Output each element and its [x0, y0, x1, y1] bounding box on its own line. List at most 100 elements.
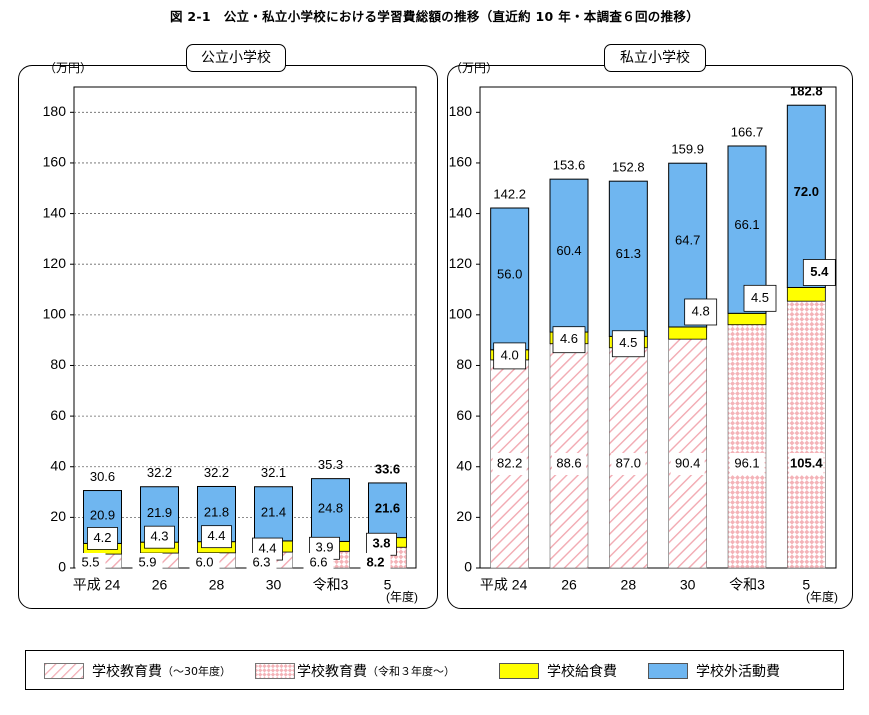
education-label-bg [670, 453, 705, 475]
lunch-label: 3.9 [315, 540, 333, 555]
plot-area [479, 86, 837, 569]
total-label: 35.3 [318, 457, 343, 472]
y-tick-label: 60 [456, 407, 472, 423]
y-axis-unit: （万円） [450, 61, 498, 75]
total-label: 142.2 [493, 186, 526, 201]
x-category-label: 令和3 [729, 577, 765, 593]
total-label: 32.1 [261, 465, 286, 480]
education-label-bg [789, 453, 824, 475]
legend: 学校教育費 （～30年度） 学校教育費 （令和３年度～） 学校給食費 学校外活動費 [25, 650, 844, 690]
x-axis-unit: (年度) [806, 589, 838, 604]
x-category-label: 30 [266, 577, 282, 593]
outside-label: 72.0 [794, 184, 819, 199]
education-label-bg [360, 553, 391, 573]
private-panel-title: 私立小学校 [604, 44, 706, 72]
education-label-bg [75, 553, 106, 573]
legend-item-education-old: 学校教育費 （～30年度） [44, 651, 231, 691]
outside-label: 21.8 [204, 505, 229, 520]
education-label-bg [611, 453, 646, 475]
x-category-label: 26 [561, 577, 577, 593]
education-label: 82.2 [497, 455, 522, 470]
y-tick-label: 140 [449, 204, 473, 220]
y-tick-label: 160 [449, 154, 473, 170]
legend-swatch-check-hatch [255, 663, 295, 679]
total-label: 159.9 [671, 142, 704, 157]
legend-swatch-outside [648, 663, 688, 679]
y-tick-label: 120 [449, 255, 473, 271]
education-label: 6.0 [195, 554, 213, 569]
bar-segment-outside [490, 207, 530, 351]
bar-segment-education [727, 324, 767, 569]
lunch-label-box [201, 525, 232, 549]
bar-segment-outside [608, 180, 648, 337]
legend-sublabel: （～30年度） [162, 665, 231, 678]
y-tick-label: 20 [456, 508, 472, 524]
x-category-label: 令和3 [313, 577, 349, 593]
lunch-label-box [493, 342, 527, 370]
total-label: 182.8 [790, 84, 823, 99]
lunch-label: 4.8 [692, 303, 710, 318]
x-category-label: 30 [680, 577, 696, 593]
outside-label: 64.7 [675, 233, 700, 248]
y-tick-label: 40 [50, 457, 66, 473]
y-tick-label: 0 [58, 559, 66, 575]
y-tick-label: 60 [50, 407, 66, 423]
y-tick-label: 40 [456, 457, 472, 473]
legend-sublabel: （令和３年度～） [367, 665, 455, 678]
lunch-label: 4.6 [560, 331, 578, 346]
legend-label: 学校外活動費 [696, 664, 780, 680]
education-label-bg [730, 453, 764, 475]
lunch-label: 4.5 [751, 290, 769, 305]
legend-label: 学校教育費 [92, 664, 162, 680]
y-tick-label: 20 [50, 508, 66, 524]
education-label: 88.6 [556, 455, 581, 470]
lunch-label: 4.4 [207, 528, 225, 543]
y-tick-label: 100 [449, 306, 473, 322]
outside-label: 60.4 [556, 243, 581, 258]
lunch-label: 4.2 [93, 530, 111, 545]
outside-label: 21.4 [261, 504, 286, 519]
y-tick-label: 100 [43, 306, 67, 322]
total-label: 32.2 [147, 465, 172, 480]
outside-label: 20.9 [90, 507, 115, 522]
lunch-label-box [611, 330, 645, 358]
legend-item-education-new: 学校教育費 （令和３年度～） [255, 651, 455, 691]
y-tick-label: 0 [464, 559, 472, 575]
y-tick-label: 180 [449, 103, 473, 119]
legend-item-outside: 学校外活動費 [648, 651, 780, 691]
education-label: 5.5 [81, 554, 99, 569]
education-label: 87.0 [616, 455, 641, 470]
outside-label: 24.8 [318, 500, 343, 515]
bar-segment-lunch [727, 312, 767, 326]
education-label: 8.2 [366, 554, 384, 569]
y-tick-label: 80 [456, 356, 472, 372]
total-label: 33.6 [375, 461, 400, 476]
x-category-label: 平成 24 [480, 577, 528, 593]
x-category-label: 5 [802, 577, 810, 593]
education-label-bg [132, 553, 163, 573]
y-tick-label: 180 [43, 103, 67, 119]
figure-title: 図 2-1 公立・私立小学校における学習費総額の推移（直近約 10 年・本調査６… [169, 9, 700, 24]
total-label: 32.2 [204, 465, 229, 480]
education-label-bg [303, 553, 334, 573]
education-label-bg [246, 553, 277, 573]
total-label: 152.8 [612, 160, 645, 175]
lunch-label-box [802, 259, 836, 286]
lunch-label: 4.0 [501, 347, 519, 362]
y-axis-unit: （万円） [44, 61, 92, 75]
bar-segment-outside [311, 478, 350, 542]
education-label-bg [552, 453, 586, 475]
lunch-label-box [743, 284, 777, 312]
lunch-label: 5.4 [810, 264, 829, 279]
x-category-label: 28 [621, 577, 637, 593]
legend-label: 学校教育費 [297, 664, 367, 680]
lunch-label-box [684, 298, 718, 326]
bar-segment-outside [549, 178, 589, 333]
legend-item-lunch: 学校給食費 [499, 651, 617, 691]
y-tick-label: 120 [43, 255, 67, 271]
x-axis-unit: (年度) [386, 589, 418, 604]
legend-swatch-lunch [499, 663, 539, 679]
legend-label: 学校給食費 [547, 664, 617, 680]
